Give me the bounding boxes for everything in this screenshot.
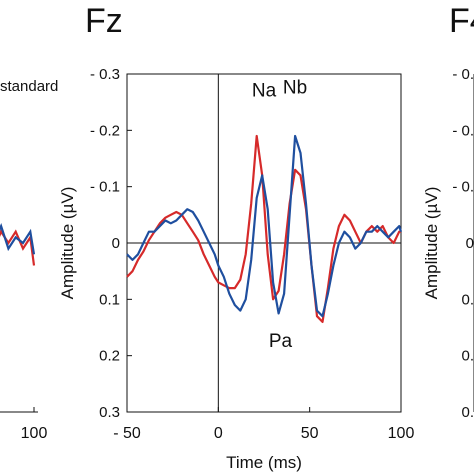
f4-y-axis-label: Amplitude (µV) [422,187,441,300]
left-panel: standard 100 [0,78,58,442]
f4-y-tick-label: 0. [461,291,474,308]
f4-y-tick-label: - 0. [452,179,474,196]
fz-y-tick-label: 0.2 [99,348,120,365]
f4-y-tick-label: - 0. [452,66,474,83]
fz-x-tick-label: 0 [214,425,223,442]
fz-x-axis-label: Time (ms) [226,453,302,472]
fz-panel: Fz - 50 0 50 100 - 0.3 - 0.2 - 0.1 0 0.1 0.2 0.3 N… [58,2,414,472]
legend-entry-standard: standard [0,78,58,95]
left-panel-blue-line [0,223,36,255]
f4-y-tick-label: - 0. [452,122,474,139]
fz-x-tick-label: 100 [388,425,415,442]
f4-y-tick-label: 0 [466,235,474,252]
fz-y-axis-label: Amplitude (µV) [58,187,77,300]
annotation-nb: Nb [283,78,307,99]
f4-y-tick-label: 0. [461,348,474,365]
annotation-na: Na [252,81,277,102]
left-panel-x-tick-label: 100 [21,425,48,442]
f4-panel: F4 - 0. - 0. - 0. 0 0. 0. 0. Amplitude (µV) [422,2,474,421]
annotation-pa: Pa [269,331,293,352]
fz-panel-title: Fz [85,2,123,40]
fz-series-blue-line [126,134,403,318]
f4-panel-title: F4 [449,2,474,40]
fz-series-red-line [126,134,401,323]
fz-y-tick-label: 0 [112,235,120,252]
fz-x-tick-label: - 50 [113,425,141,442]
fz-x-tick-label: 50 [301,425,319,442]
fz-y-tick-label: - 0.2 [90,122,120,139]
fz-y-tick-label: - 0.3 [90,66,120,83]
fz-y-tick-label: 0.3 [99,404,120,421]
fz-y-tick-label: 0.1 [99,291,120,308]
left-panel-red-line [0,229,36,266]
f4-y-tick-label: 0. [461,404,474,421]
fz-y-tick-label: - 0.1 [90,179,120,196]
